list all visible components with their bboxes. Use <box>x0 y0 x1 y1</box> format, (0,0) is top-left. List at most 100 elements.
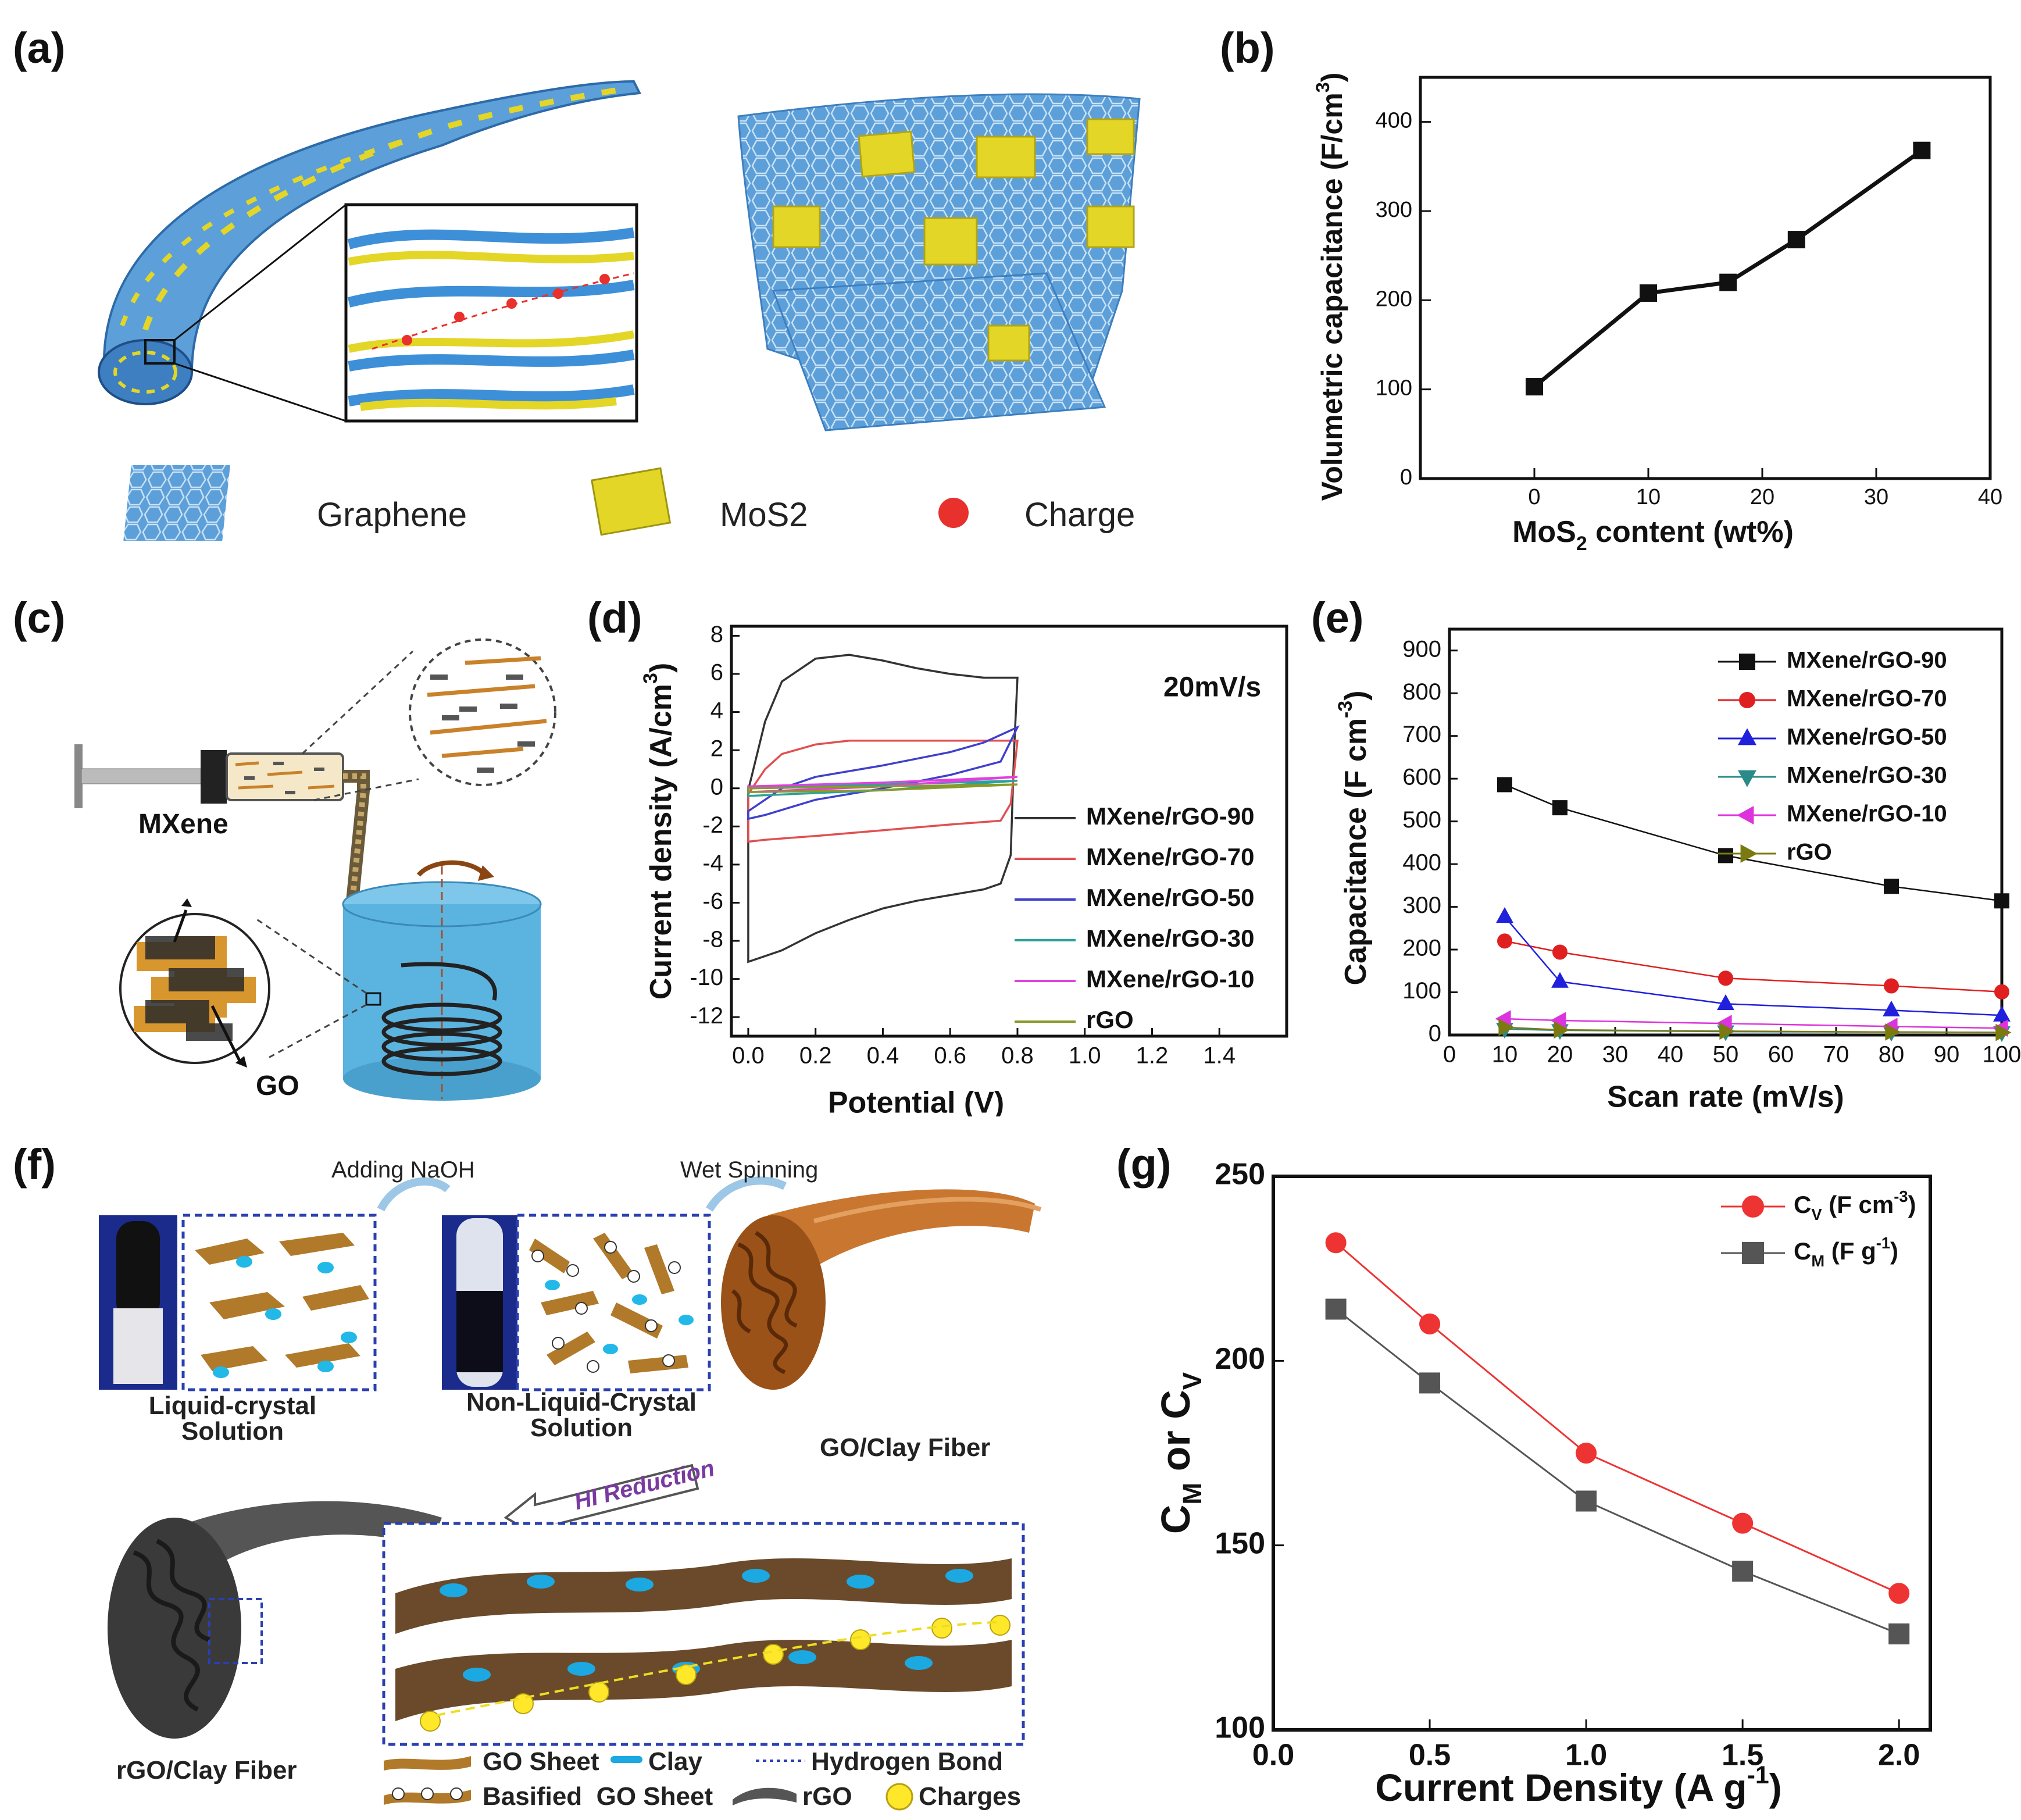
data-point <box>1883 1000 1900 1016</box>
legend-label: MXene/rGO-90 <box>1086 802 1254 830</box>
legend-label: MXene/rGO-50 <box>1787 725 1947 750</box>
y-tick-label: 4 <box>710 698 723 723</box>
panel-b-label: (b) <box>1220 24 1275 72</box>
series-line-0 <box>1335 1242 1899 1594</box>
mxene-go-zoom <box>119 898 270 1068</box>
y-tick-label: -4 <box>702 850 723 876</box>
data-point <box>1717 994 1734 1010</box>
y-tick-label: 200 <box>1402 936 1441 961</box>
data-point <box>1913 141 1931 159</box>
legend-marker <box>1739 654 1755 670</box>
data-point <box>1497 933 1512 949</box>
series-line-capacitance <box>1533 148 1923 388</box>
step-adding-naoh: Adding NaOH <box>331 1157 475 1183</box>
data-point <box>1498 1018 1515 1036</box>
legend-marker <box>1742 1196 1764 1218</box>
data-point <box>1732 1512 1754 1534</box>
x-tick-label: 0 <box>1443 1042 1456 1068</box>
panel-c-label: (c) <box>13 594 66 642</box>
legend-marker <box>1740 844 1758 863</box>
data-point <box>1787 231 1805 249</box>
panel-f-illustration <box>99 1176 1042 1811</box>
y-tick-label: 0 <box>1429 1021 1441 1047</box>
panel-e-label: (e) <box>1311 594 1364 642</box>
y-tick-label: 800 <box>1402 679 1441 705</box>
y-tick-label: -6 <box>702 888 723 914</box>
data-point <box>1994 984 2009 1000</box>
fiber-inset <box>344 203 638 423</box>
y-tick-label: 300 <box>1376 198 1412 222</box>
y-tick-label: 6 <box>710 660 723 686</box>
data-point <box>1419 1313 1441 1334</box>
data-point <box>1888 1583 1910 1604</box>
y-tick-label: -10 <box>690 965 723 990</box>
x-tick-label: 10 <box>1636 485 1661 509</box>
series-line-4 <box>1504 1018 2002 1029</box>
legend-label: rGO <box>1787 840 1832 865</box>
y-axis-label: CM or CV <box>1153 1372 1206 1534</box>
legend-marker <box>1739 692 1755 708</box>
dispersion-zoom <box>301 638 556 801</box>
x-tick-label: 50 <box>1713 1042 1739 1068</box>
chart-e: 0 10 20 30 40 50 60 70 80 90 100 0 100 200 300 400 500 60… <box>1334 627 2021 1114</box>
data-point <box>1552 944 1567 960</box>
arrow-naoh <box>377 1177 451 1212</box>
plot-frame <box>1419 76 1992 480</box>
y-tick-label: 0 <box>710 774 723 800</box>
graphene-mos2-sheets <box>737 93 1141 431</box>
y-axis-label: Current density (A/cm3) <box>640 663 678 1000</box>
data-point <box>1551 972 1569 988</box>
y-tick-label: 300 <box>1402 893 1441 918</box>
x-tick-label: 20 <box>1547 1042 1573 1068</box>
legend-marker <box>1737 806 1754 825</box>
panel-b: (b) 0 10 20 30 40 0 100 200 300 400 MoS2 content (… <box>1192 0 2021 558</box>
legend-marker <box>1738 728 1756 745</box>
x-tick-label: 1.2 <box>1136 1043 1169 1069</box>
y-tick-label: 8 <box>710 622 723 647</box>
x-tick-label: 0.0 <box>732 1043 765 1069</box>
fiber-illustration <box>98 80 642 422</box>
x-tick-label: 70 <box>1823 1042 1849 1068</box>
panel-g: (g) 0.0 0.5 1.0 1.5 2.0 100 150 200 250 CV (F cm-… <box>1105 1116 2021 1820</box>
data-point <box>1718 848 1733 863</box>
legend-label: rGO <box>1086 1006 1134 1033</box>
panel-a-label: (a) <box>13 24 66 72</box>
x-tick-label: 10 <box>1492 1042 1518 1068</box>
legend-charges: Charges <box>919 1782 1022 1811</box>
data-point <box>1994 893 2009 909</box>
go-clay-fiber <box>721 1189 1042 1390</box>
data-point <box>1732 1561 1754 1582</box>
data-point <box>1419 1372 1441 1394</box>
cv-loop-5 <box>747 783 1018 794</box>
panel-a: (a) <box>0 0 1192 558</box>
lc-sheets <box>195 1233 369 1371</box>
y-tick-label: 250 <box>1215 1158 1265 1191</box>
y-tick-label: 2 <box>710 736 723 762</box>
data-point <box>1888 1623 1910 1644</box>
data-point <box>1993 1005 2011 1022</box>
rgo-layers <box>395 1558 1012 1732</box>
legend-label: CV (F cm-3) <box>1794 1187 1916 1223</box>
series-line-5 <box>1504 1026 2002 1033</box>
data-point <box>1325 1298 1347 1320</box>
data-point <box>1576 1443 1597 1464</box>
x-tick-label: 20 <box>1750 485 1774 509</box>
panel-a-illustration <box>98 80 1141 541</box>
legend-rgo: rGO <box>802 1782 852 1811</box>
mxene-label: MXene <box>138 809 228 840</box>
y-tick-label: 100 <box>1402 978 1441 1004</box>
legend-charge-label: Charge <box>1024 496 1136 534</box>
legend-label: MXene/rGO-30 <box>1787 763 1947 788</box>
x-tick-label: 30 <box>1602 1042 1629 1068</box>
legend-mos2-label: MoS2 <box>720 496 808 534</box>
legend-label: MXene/rGO-70 <box>1787 686 1947 712</box>
x-tick-label: 0.2 <box>799 1043 832 1069</box>
panel-d: (d) 0.0 0.2 0.4 0.6 0.8 1.0 1.2 1.4 8 6 4 2 0 -2 -4 -6 -… <box>587 558 1299 1116</box>
x-tick-label: 1.0 <box>1069 1043 1101 1069</box>
x-tick-label: 2.0 <box>1878 1739 1920 1772</box>
x-tick-label: 0.5 <box>1409 1739 1451 1772</box>
series-line-2 <box>1504 916 2002 1016</box>
plot-frame <box>1272 1175 1932 1732</box>
legend-graphene-label: Graphene <box>317 496 467 534</box>
